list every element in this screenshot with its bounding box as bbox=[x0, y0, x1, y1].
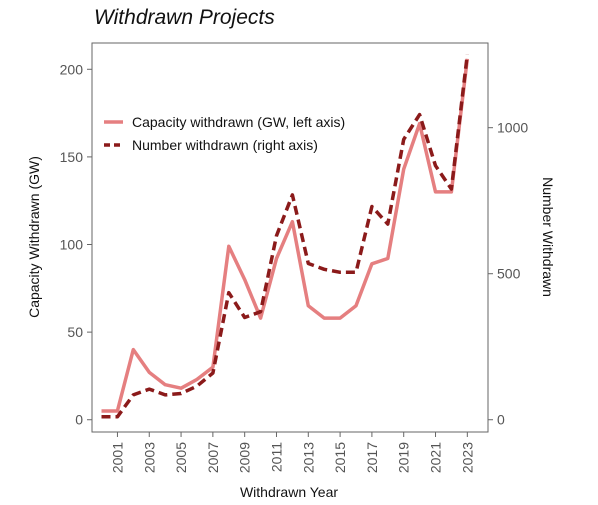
x-axis-tick-label: 2011 bbox=[268, 442, 284, 472]
left-axis-tick-label: 150 bbox=[60, 149, 84, 165]
x-axis-label: Withdrawn Year bbox=[240, 484, 338, 500]
x-axis-tick-label: 2003 bbox=[141, 442, 157, 473]
x-axis-tick-label: 2017 bbox=[364, 442, 380, 473]
left-axis-tick-label: 0 bbox=[75, 412, 83, 428]
x-axis-tick-label: 2019 bbox=[396, 442, 412, 473]
legend-label: Capacity withdrawn (GW, left axis) bbox=[132, 114, 345, 130]
left-axis: 0 50 100 150 200 bbox=[60, 61, 92, 428]
x-axis-tick-label: 2013 bbox=[300, 442, 316, 473]
x-axis-tick-label: 2021 bbox=[428, 442, 444, 473]
plot-frame bbox=[91, 42, 489, 433]
x-axis-tick-label: 2009 bbox=[237, 442, 253, 473]
left-axis-tick-label: 50 bbox=[67, 324, 83, 340]
number-withdrawn-line bbox=[101, 54, 470, 419]
left-axis-tick-label: 100 bbox=[60, 237, 84, 253]
right-axis: 0 500 1000 bbox=[488, 120, 528, 428]
legend-label: Number withdrawn (right axis) bbox=[132, 137, 318, 153]
series-layer bbox=[101, 54, 470, 419]
right-axis-tick-label: 0 bbox=[497, 412, 505, 428]
x-axis-tick-label: 2007 bbox=[205, 442, 221, 473]
legend: Capacity withdrawn (GW, left axis) Number… bbox=[104, 114, 345, 153]
bottom-axis: 2001 2003 2005 2007 2009 2011 2013 2015 2017 2019… bbox=[109, 432, 475, 473]
left-axis-tick-label: 200 bbox=[60, 61, 84, 77]
right-axis-label: Number Withdrawn bbox=[540, 177, 556, 297]
chart-title: Withdrawn Projects bbox=[94, 6, 275, 29]
x-axis-tick-label: 2023 bbox=[459, 442, 475, 473]
x-axis-tick-label: 2001 bbox=[109, 442, 125, 473]
x-axis-tick-label: 2015 bbox=[332, 442, 348, 473]
capacity-withdrawn-line bbox=[101, 58, 470, 413]
x-axis-tick-label: 2005 bbox=[173, 442, 189, 473]
left-axis-label: Capacity Withdrawn (GW) bbox=[26, 156, 42, 318]
right-axis-tick-label: 1000 bbox=[497, 120, 528, 136]
right-axis-tick-label: 500 bbox=[497, 266, 521, 282]
